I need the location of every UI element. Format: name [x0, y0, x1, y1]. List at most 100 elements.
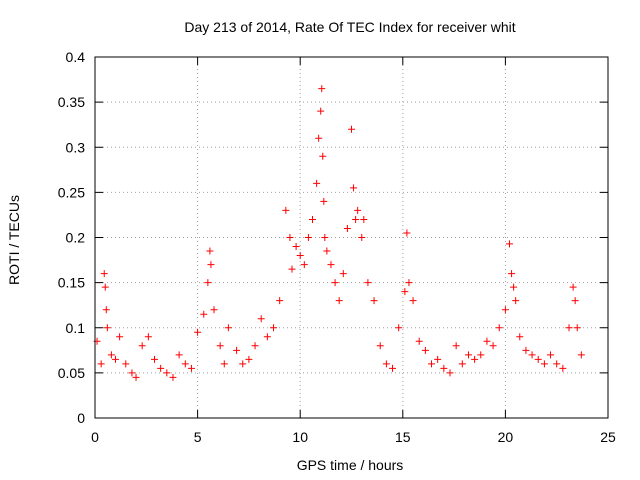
y-tick-label: 0.4: [66, 49, 86, 65]
x-tick-label: 5: [194, 429, 202, 445]
x-tick-label: 25: [600, 429, 616, 445]
data-point: [245, 355, 253, 363]
data-point: [477, 351, 485, 359]
data-point: [300, 261, 308, 269]
data-point: [376, 342, 384, 350]
data-point: [138, 342, 146, 350]
data-point: [181, 360, 189, 368]
data-point: [288, 265, 296, 273]
data-point: [547, 351, 555, 359]
data-point: [292, 243, 300, 251]
data-point: [508, 270, 516, 278]
data-point: [348, 125, 355, 133]
data-point: [204, 279, 212, 287]
data-point: [102, 306, 110, 314]
data-point: [315, 134, 323, 142]
data-point: [522, 346, 530, 354]
data-point: [350, 184, 358, 192]
data-point: [100, 270, 108, 278]
data-point: [257, 315, 265, 323]
data-point: [319, 152, 327, 160]
y-tick-label: 0.2: [66, 230, 86, 246]
data-point: [553, 360, 561, 368]
data-point: [506, 240, 514, 248]
x-tick-label: 15: [395, 429, 411, 445]
data-point: [446, 369, 454, 377]
data-point: [395, 324, 403, 332]
data-point: [405, 279, 413, 287]
data-point: [207, 261, 215, 269]
data-point: [286, 234, 294, 241]
data-point: [233, 346, 241, 354]
data-point: [352, 215, 360, 223]
data-point: [107, 351, 115, 359]
data-point: [512, 297, 520, 305]
data-point: [251, 342, 259, 350]
data-point: [317, 107, 325, 115]
data-point: [321, 234, 329, 241]
data-point: [309, 215, 317, 223]
data-point: [401, 288, 409, 296]
data-point: [464, 351, 472, 359]
data-point: [101, 283, 109, 291]
data-point: [132, 373, 140, 381]
data-point: [216, 342, 224, 350]
data-point: [452, 342, 460, 350]
data-point: [364, 279, 372, 287]
data-point: [528, 351, 536, 359]
data-point: [220, 360, 228, 368]
data-point: [577, 351, 585, 359]
data-point: [206, 247, 214, 255]
data-point: [382, 360, 390, 368]
data-point: [320, 197, 328, 205]
data-point: [304, 234, 312, 241]
data-point: [569, 283, 577, 291]
y-axis-label: ROTI / TECUs: [6, 195, 22, 285]
chart-title: Day 213 of 2014, Rate Of TEC Index for r…: [184, 19, 515, 35]
data-point: [157, 364, 165, 372]
data-point: [358, 234, 366, 241]
data-point: [200, 310, 208, 318]
data-point: [116, 333, 124, 341]
data-point: [339, 270, 347, 278]
x-tick-label: 0: [91, 429, 99, 445]
data-point: [112, 355, 120, 363]
y-tick-label: 0: [77, 410, 85, 426]
data-points: [93, 85, 585, 381]
data-point: [313, 179, 321, 187]
data-point: [458, 360, 466, 368]
data-point: [187, 364, 195, 372]
data-point: [415, 337, 423, 345]
data-point: [483, 337, 491, 345]
data-point: [210, 306, 218, 314]
data-point: [559, 364, 567, 372]
y-tick-label: 0.3: [66, 139, 86, 155]
data-point: [354, 206, 362, 214]
data-point: [501, 306, 509, 314]
data-point: [331, 279, 339, 287]
data-point: [323, 247, 331, 255]
data-point: [403, 229, 411, 237]
data-point: [440, 364, 448, 372]
data-point: [103, 324, 111, 332]
data-point: [151, 355, 159, 363]
data-point: [370, 297, 378, 305]
data-point: [97, 360, 105, 368]
data-point: [489, 342, 497, 350]
data-point: [224, 324, 232, 332]
data-point: [360, 215, 368, 223]
data-point: [318, 85, 326, 93]
y-tick-label: 0.1: [66, 320, 86, 336]
x-axis-label: GPS time / hours: [297, 457, 404, 473]
data-point: [263, 333, 271, 341]
y-tick-label: 0.15: [58, 275, 85, 291]
data-point: [421, 346, 429, 354]
data-point: [335, 297, 343, 305]
data-point: [169, 373, 177, 381]
data-point: [128, 369, 136, 377]
data-point: [573, 324, 581, 332]
data-point: [510, 283, 518, 291]
y-tick-label: 0.35: [58, 94, 85, 110]
data-point: [276, 297, 284, 305]
